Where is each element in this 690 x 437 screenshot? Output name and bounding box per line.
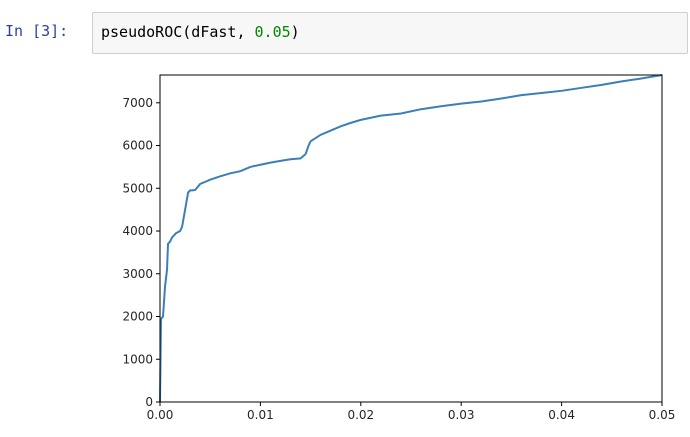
y-tick-label: 4000 xyxy=(122,224,153,238)
x-tick-label: 0.02 xyxy=(347,408,374,422)
y-tick-label: 6000 xyxy=(122,139,153,153)
y-tick-label: 2000 xyxy=(122,310,153,324)
y-tick-label: 1000 xyxy=(122,352,153,366)
cell-code[interactable]: pseudoROC(dFast, 0.05) xyxy=(101,23,300,41)
y-tick-label: 7000 xyxy=(122,96,153,110)
code-number-literal: 0.05 xyxy=(254,23,291,41)
cell-prompt: In [3]: xyxy=(5,22,69,40)
x-tick-label: 0.03 xyxy=(448,408,475,422)
cell-input-area[interactable]: pseudoROC(dFast, 0.05) xyxy=(92,12,688,54)
y-tick-label: 3000 xyxy=(122,267,153,281)
code-function-call: pseudoROC(dFast, xyxy=(101,23,255,41)
plot-frame xyxy=(159,74,663,403)
code-close-paren: ) xyxy=(290,23,300,41)
y-tick-label: 0 xyxy=(145,395,153,409)
series-line xyxy=(159,74,663,403)
x-tick-label: 0.01 xyxy=(247,408,274,422)
x-tick-label: 0.04 xyxy=(548,408,575,422)
y-tick-label: 5000 xyxy=(122,181,153,195)
code-cell[interactable]: In [3]: pseudoROC(dFast, 0.05) xyxy=(0,12,690,56)
x-tick-label: 0.05 xyxy=(649,408,676,422)
x-tick-label: 0.00 xyxy=(147,408,174,422)
